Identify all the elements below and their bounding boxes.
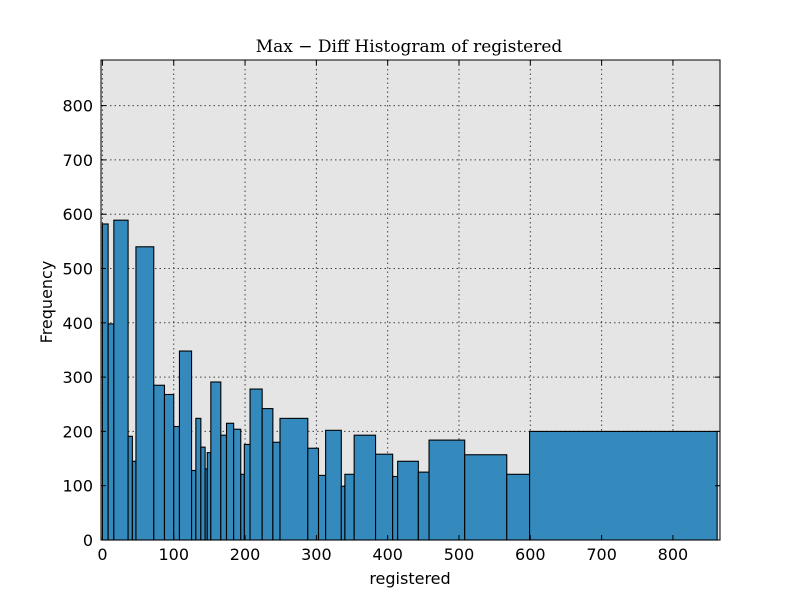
y-axis-label: Frequency bbox=[37, 261, 56, 344]
histogram-bar bbox=[113, 219, 129, 541]
x-tick-label: 800 bbox=[658, 545, 689, 564]
x-tick-label: 200 bbox=[230, 545, 261, 564]
x-tick-label: 600 bbox=[515, 545, 546, 564]
y-tick-label: 400 bbox=[62, 314, 93, 333]
histogram-bar bbox=[279, 417, 309, 541]
histogram-bar bbox=[506, 473, 531, 541]
y-tick-label: 600 bbox=[62, 205, 93, 224]
histogram-bar bbox=[272, 441, 281, 541]
y-tick-label: 0 bbox=[83, 531, 93, 550]
histogram-bar bbox=[210, 381, 222, 541]
histogram-bar bbox=[261, 408, 274, 541]
histogram-bar bbox=[529, 430, 718, 541]
histogram-bar bbox=[428, 439, 466, 541]
x-tick-label: 500 bbox=[444, 545, 475, 564]
y-tick-label: 200 bbox=[62, 422, 93, 441]
histogram-bar bbox=[243, 443, 251, 541]
bars-group bbox=[101, 219, 718, 541]
x-axis-label: registered bbox=[369, 569, 450, 588]
histogram-bar bbox=[178, 350, 193, 541]
y-tick-label: 100 bbox=[62, 477, 93, 496]
histogram-bar bbox=[464, 454, 508, 541]
histogram-bar bbox=[195, 417, 202, 541]
histogram-bar bbox=[317, 474, 327, 541]
histogram-bar bbox=[392, 475, 399, 541]
histogram-bar bbox=[220, 434, 228, 541]
histogram-bar bbox=[101, 223, 109, 541]
axis-ticks: 0 100 200 300 400 500 600 700 800 0 100 200 300 400 50… bbox=[62, 60, 720, 564]
histogram-bar bbox=[397, 460, 419, 541]
histogram-bar bbox=[107, 323, 115, 541]
y-tick-label: 800 bbox=[62, 97, 93, 116]
histogram-bar bbox=[249, 388, 263, 541]
x-tick-label: 700 bbox=[586, 545, 617, 564]
histogram-bar bbox=[153, 384, 166, 541]
histogram-bar bbox=[163, 393, 175, 541]
histogram-bar bbox=[173, 425, 180, 541]
histogram-bar bbox=[191, 469, 197, 541]
chart-title: Max − Diff Histogram of registered bbox=[256, 37, 563, 57]
histogram-bar bbox=[353, 434, 377, 541]
histogram-bar bbox=[135, 246, 155, 541]
x-tick-label: 100 bbox=[158, 545, 189, 564]
histogram-bar bbox=[200, 446, 206, 541]
y-tick-label: 700 bbox=[62, 151, 93, 170]
y-tick-label: 300 bbox=[62, 368, 93, 387]
histogram-bar bbox=[325, 429, 342, 541]
histogram-bar bbox=[344, 473, 355, 541]
histogram-bar bbox=[417, 471, 430, 541]
histogram-bar bbox=[233, 428, 242, 541]
histogram-bar bbox=[225, 422, 235, 541]
histogram-bar bbox=[127, 435, 133, 541]
x-tick-label: 400 bbox=[372, 545, 403, 564]
y-tick-label: 500 bbox=[62, 260, 93, 279]
histogram-bar bbox=[307, 447, 320, 541]
x-tick-label: 300 bbox=[301, 545, 332, 564]
plot-frame bbox=[100, 59, 721, 541]
x-tick-label: 0 bbox=[97, 545, 107, 564]
histogram-bar bbox=[375, 453, 394, 541]
